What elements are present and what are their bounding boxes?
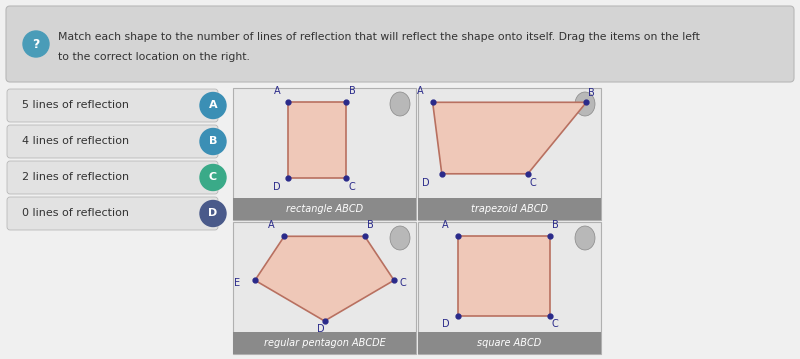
FancyBboxPatch shape: [418, 332, 601, 354]
Text: A: A: [442, 220, 449, 230]
FancyBboxPatch shape: [418, 198, 601, 220]
Text: C: C: [349, 182, 355, 192]
Polygon shape: [458, 236, 550, 316]
Text: D: D: [273, 182, 281, 192]
Ellipse shape: [575, 92, 595, 116]
Text: regular pentagon ABCDE: regular pentagon ABCDE: [264, 338, 386, 348]
Text: B: B: [349, 86, 355, 96]
Ellipse shape: [390, 226, 410, 250]
FancyBboxPatch shape: [233, 88, 416, 220]
Text: A: A: [274, 86, 280, 96]
Text: D: D: [422, 178, 429, 188]
Circle shape: [200, 200, 226, 227]
Circle shape: [200, 129, 226, 154]
Text: to the correct location on the right.: to the correct location on the right.: [58, 52, 250, 62]
Text: D: D: [208, 209, 218, 219]
Circle shape: [200, 164, 226, 191]
Text: B: B: [209, 136, 217, 146]
Text: C: C: [209, 173, 217, 182]
Text: 5 lines of reflection: 5 lines of reflection: [22, 101, 129, 111]
FancyBboxPatch shape: [7, 125, 218, 158]
Circle shape: [200, 93, 226, 118]
FancyBboxPatch shape: [7, 197, 218, 230]
Text: 0 lines of reflection: 0 lines of reflection: [22, 209, 129, 219]
Polygon shape: [288, 102, 346, 178]
Text: A: A: [417, 86, 423, 96]
Text: trapezoid ABCD: trapezoid ABCD: [471, 204, 548, 214]
Text: Match each shape to the number of lines of reflection that will reflect the shap: Match each shape to the number of lines …: [58, 32, 700, 42]
FancyBboxPatch shape: [418, 88, 601, 220]
Text: A: A: [209, 101, 218, 111]
Text: A: A: [268, 220, 274, 230]
Polygon shape: [433, 102, 586, 174]
Text: 2 lines of reflection: 2 lines of reflection: [22, 173, 129, 182]
FancyBboxPatch shape: [233, 198, 416, 220]
Text: rectangle ABCD: rectangle ABCD: [286, 204, 363, 214]
Text: B: B: [589, 89, 595, 98]
Text: C: C: [530, 178, 537, 188]
Circle shape: [23, 31, 49, 57]
Text: 4 lines of reflection: 4 lines of reflection: [22, 136, 129, 146]
FancyBboxPatch shape: [233, 222, 416, 354]
Text: B: B: [552, 220, 558, 230]
Text: E: E: [234, 278, 240, 288]
Text: B: B: [367, 220, 374, 230]
FancyBboxPatch shape: [7, 161, 218, 194]
FancyBboxPatch shape: [6, 6, 794, 82]
Polygon shape: [255, 236, 394, 321]
Ellipse shape: [575, 226, 595, 250]
FancyBboxPatch shape: [7, 89, 218, 122]
Text: C: C: [552, 319, 558, 329]
FancyBboxPatch shape: [233, 332, 416, 354]
Text: ?: ?: [32, 37, 40, 51]
Text: square ABCD: square ABCD: [478, 338, 542, 348]
Ellipse shape: [390, 92, 410, 116]
Text: D: D: [317, 324, 325, 334]
Text: C: C: [400, 278, 406, 288]
Text: D: D: [442, 319, 450, 329]
FancyBboxPatch shape: [418, 222, 601, 354]
